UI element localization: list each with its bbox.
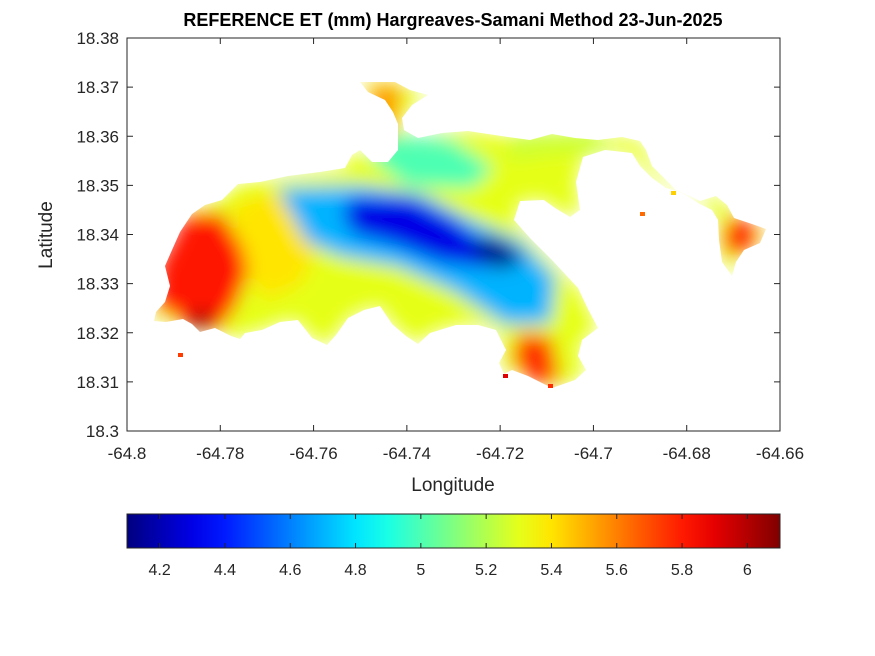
- y-tick-label: 18.32: [76, 324, 119, 343]
- x-tick-label: -64.76: [289, 444, 337, 463]
- colorbar: [126, 513, 781, 549]
- y-tick-label: 18.38: [76, 29, 119, 48]
- y-tick-label: 18.3: [86, 422, 119, 441]
- colorbar-tick-label: 4.8: [344, 562, 366, 579]
- y-tick-label: 18.37: [76, 78, 119, 97]
- x-tick-label: -64.74: [383, 444, 431, 463]
- y-tick-label: 18.33: [76, 275, 119, 294]
- region-south-lobe: [511, 332, 560, 385]
- colorbar-tick-label: 5.6: [606, 562, 628, 579]
- region-west-hot: [158, 212, 252, 330]
- chart-title: REFERENCE ET (mm) Hargreaves-Samani Meth…: [183, 10, 722, 30]
- map-speck: [178, 353, 183, 357]
- x-tick-label: -64.72: [476, 444, 524, 463]
- colorbar-tick-label: 4.4: [214, 562, 236, 579]
- colorbar-tick-label: 5.8: [671, 562, 693, 579]
- y-axis: 18.3 18.31 18.32 18.33 18.34 18.35 18.36 18.37 1…: [76, 29, 780, 441]
- map-speck: [503, 374, 508, 378]
- x-tick-label: -64.7: [574, 444, 613, 463]
- colorbar-ticks: 4.2 4.4 4.6 4.8 5 5.2 5.4 5.6 5.8 6: [149, 514, 752, 579]
- region-east-cold-core: [474, 237, 527, 271]
- colorbar-tick-label: 4.6: [279, 562, 301, 579]
- x-tick-label: -64.78: [196, 444, 244, 463]
- y-tick-label: 18.36: [76, 127, 119, 146]
- region-east-tip: [724, 214, 762, 255]
- y-tick-label: 18.35: [76, 176, 119, 195]
- y-tick-label: 18.34: [76, 226, 119, 245]
- region-north-lobe: [370, 135, 494, 189]
- x-axis-title: Longitude: [411, 475, 494, 496]
- x-tick-label: -64.8: [108, 444, 147, 463]
- x-tick-label: -64.66: [756, 444, 804, 463]
- y-axis-title: Latitude: [36, 201, 57, 269]
- colorbar-tick-label: 4.2: [149, 562, 171, 579]
- x-tick-label: -64.68: [663, 444, 711, 463]
- x-axis: -64.8 -64.78 -64.76 -64.74 -64.72 -64.7 -64.68…: [108, 38, 804, 463]
- colorbar-tick-label: 5.4: [540, 562, 562, 579]
- map-speck: [671, 191, 676, 195]
- y-tick-label: 18.31: [76, 373, 119, 392]
- colorbar-tick-label: 5: [416, 562, 425, 579]
- colorbar-tick-label: 6: [743, 562, 752, 579]
- colorbar-tick-label: 5.2: [475, 562, 497, 579]
- region-central-cold: [341, 197, 491, 269]
- map-speck: [640, 212, 645, 216]
- map-speck: [548, 384, 553, 388]
- region-southwest-max: [186, 310, 216, 330]
